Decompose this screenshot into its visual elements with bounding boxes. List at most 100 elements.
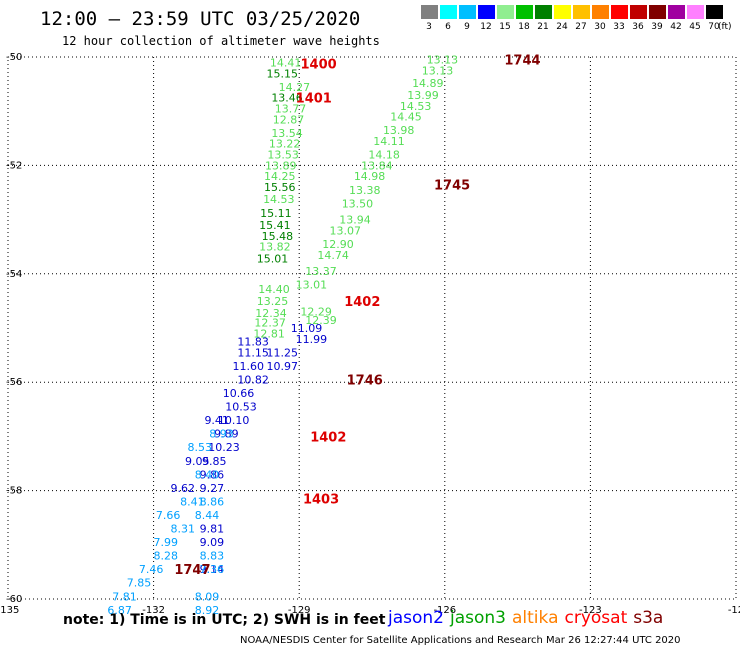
time-label: 1745 bbox=[434, 178, 470, 193]
wave-height-point: 8.92 bbox=[195, 604, 220, 617]
time-label: 1744 bbox=[504, 54, 540, 69]
time-label: 1401 bbox=[296, 92, 332, 107]
wave-height-point: 8.31 bbox=[170, 523, 195, 536]
chart-subtitle: 12 hour collection of altimeter wave hei… bbox=[62, 34, 380, 48]
wave-height-point: 14.41 bbox=[270, 56, 302, 69]
satellite-label: altika bbox=[512, 608, 559, 628]
y-tick-label: -52 bbox=[6, 160, 22, 171]
wave-height-point: 12.37 bbox=[254, 317, 286, 330]
wave-height-point: 11.99 bbox=[296, 333, 328, 346]
y-tick-label: -54 bbox=[6, 269, 22, 280]
wave-height-point: 8.28 bbox=[153, 550, 178, 563]
axis-tick-labels: -135 -132 -129 -126 -123 -12 -50 -52 -54 -56 -58 -6… bbox=[0, 52, 740, 616]
scale-label: 21 bbox=[537, 22, 549, 32]
footer-credit: NOAA/NESDIS Center for Satellite Applica… bbox=[240, 635, 681, 646]
scale-swatch bbox=[421, 5, 438, 19]
scale-swatch bbox=[611, 5, 628, 19]
x-tick-label: -123 bbox=[579, 605, 602, 616]
wave-height-point: 11.15 bbox=[237, 346, 269, 359]
scale-label: 45 bbox=[689, 22, 701, 32]
wave-height-point: 9.89 bbox=[214, 428, 239, 441]
time-label: 1402 bbox=[344, 295, 380, 310]
satellite-label: s3a bbox=[633, 608, 664, 628]
wave-height-point: 15.15 bbox=[266, 67, 298, 80]
scale-swatch bbox=[516, 5, 533, 19]
wave-height-point: 15.41 bbox=[259, 219, 291, 232]
satellite-label: jason3 bbox=[450, 608, 506, 628]
wave-height-point: 8.41 bbox=[180, 495, 205, 508]
scale-swatch bbox=[478, 5, 495, 19]
wave-height-point: 13.01 bbox=[296, 279, 328, 292]
wave-height-point: 13.25 bbox=[257, 295, 289, 308]
wave-height-point: 13.37 bbox=[305, 265, 337, 278]
y-tick-label: -60 bbox=[6, 594, 22, 605]
time-label: 1402 bbox=[310, 430, 346, 445]
wave-height-point: 12.34 bbox=[255, 307, 287, 320]
scale-swatch bbox=[573, 5, 590, 19]
wave-height-point: 9.05 bbox=[185, 455, 210, 468]
wave-height-point: 13.84 bbox=[361, 159, 393, 172]
y-tick-label: -56 bbox=[6, 377, 22, 388]
scale-label: 27 bbox=[575, 22, 587, 32]
wave-height-point: 13.89 bbox=[265, 159, 297, 172]
wave-height-point: 7.85 bbox=[127, 577, 152, 590]
scale-label: 9 bbox=[464, 22, 470, 32]
wave-height-point: 13.38 bbox=[349, 184, 381, 197]
wave-height-point: 10.66 bbox=[223, 387, 255, 400]
time-labels: 1400 1401 1402 1402 1403 1744 1745 1746 1747 bbox=[174, 54, 540, 578]
wave-height-point: 13.50 bbox=[342, 197, 374, 210]
satellite-label: cryosat bbox=[564, 608, 628, 628]
plot-frame bbox=[7, 56, 737, 600]
wave-height-point: 11.25 bbox=[266, 346, 298, 359]
wave-height-point: 9.62 bbox=[170, 482, 195, 495]
wave-height-point: 8.44 bbox=[195, 509, 220, 522]
wave-height-point: 9.27 bbox=[200, 482, 225, 495]
x-tick-label: -132 bbox=[142, 605, 165, 616]
plot-grid bbox=[8, 57, 736, 599]
wave-height-point: 9.41 bbox=[204, 414, 229, 427]
wave-height-point: 10.82 bbox=[237, 373, 269, 386]
wave-height-point: 13.13 bbox=[422, 65, 454, 78]
wave-height-point: 13.07 bbox=[330, 224, 362, 237]
wave-height-point: 8.86 bbox=[200, 495, 225, 508]
wave-height-point: 14.40 bbox=[258, 283, 290, 296]
wave-height-point: 8.93 bbox=[209, 428, 234, 441]
wave-height-point: 12.81 bbox=[253, 327, 285, 340]
color-scale-unit: (ft) bbox=[718, 22, 732, 32]
scale-swatch bbox=[687, 5, 704, 19]
wave-height-point: 9.09 bbox=[200, 536, 225, 549]
wave-height-point: 14.11 bbox=[373, 135, 405, 148]
wave-height-point: 13.77 bbox=[275, 102, 307, 115]
wave-height-point: 12.87 bbox=[273, 113, 305, 126]
scale-swatch bbox=[592, 5, 609, 19]
scale-label: 12 bbox=[480, 22, 492, 32]
scale-swatch bbox=[706, 5, 723, 19]
wave-height-point: 7.46 bbox=[139, 563, 164, 576]
scale-label: 15 bbox=[499, 22, 511, 32]
scale-swatch bbox=[668, 5, 685, 19]
scale-label: 30 bbox=[594, 22, 606, 32]
wave-height-point: 11.60 bbox=[232, 360, 264, 373]
scale-label: 36 bbox=[632, 22, 644, 32]
scale-swatch bbox=[440, 5, 457, 19]
wave-height-point: 14.98 bbox=[354, 170, 386, 183]
x-tick-label: -126 bbox=[433, 605, 456, 616]
wave-height-point: 13.54 bbox=[271, 127, 303, 140]
chart-title: 12:00 – 23:59 UTC 03/25/2020 bbox=[40, 8, 361, 30]
scale-label: 39 bbox=[651, 22, 663, 32]
wave-height-point: 7.36 bbox=[200, 563, 225, 576]
wave-height-point: 11.83 bbox=[237, 336, 269, 349]
wave-height-point: 10.23 bbox=[208, 441, 240, 454]
wave-height-point: 13.13 bbox=[427, 54, 459, 67]
scale-swatch bbox=[497, 5, 514, 19]
scale-label: 24 bbox=[556, 22, 568, 32]
wave-height-point: 13.94 bbox=[339, 214, 371, 227]
wave-height-point: 14.89 bbox=[412, 77, 444, 90]
wave-height-point: 14.18 bbox=[368, 149, 400, 162]
scale-label: 18 bbox=[518, 22, 530, 32]
time-label: 1747 bbox=[174, 563, 210, 578]
wave-height-point: 9.14 bbox=[200, 563, 225, 576]
wave-height-point: 14.53 bbox=[400, 100, 432, 113]
wave-height-point: 15.11 bbox=[260, 207, 292, 220]
